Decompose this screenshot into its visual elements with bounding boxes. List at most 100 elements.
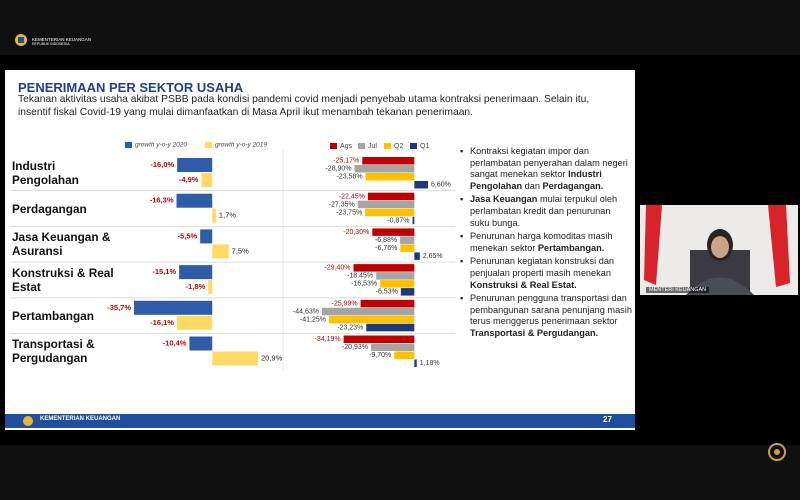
text: dan bbox=[522, 180, 543, 191]
text-bold: . bbox=[600, 180, 604, 191]
value-label: -27,35% bbox=[329, 201, 355, 208]
legend-label: Ags bbox=[340, 143, 353, 150]
video-caption: MENTERI KEUANGAN bbox=[646, 287, 710, 293]
bar bbox=[400, 244, 415, 252]
bar bbox=[179, 265, 213, 280]
text-bold: Pertambangan bbox=[537, 242, 602, 253]
video-scene bbox=[640, 205, 798, 295]
category-label: Industri Pengolahan bbox=[12, 158, 79, 187]
text: Penurunan harga komoditas masih menekan … bbox=[470, 231, 613, 253]
bar bbox=[134, 300, 213, 315]
slide-footer bbox=[5, 414, 635, 428]
legend-swatch bbox=[410, 143, 417, 149]
value-label: -20,30% bbox=[343, 229, 369, 236]
bar bbox=[414, 252, 420, 260]
bar bbox=[343, 335, 415, 343]
legend-label: growth y-o-y 2019 bbox=[215, 142, 267, 149]
category-label: Konstruksi & Real Estat bbox=[12, 265, 114, 294]
text-bold: Konstruksi & Real Estat bbox=[470, 279, 575, 290]
bullet: Penurunan kegiatan konstruksi dan penjua… bbox=[460, 256, 632, 291]
value-label: -44,63% bbox=[293, 308, 319, 315]
text: Penurunan kegiatan konstruksi dan penjua… bbox=[470, 256, 615, 278]
bullet: Jasa Keuangan mulai terpukul oleh perlam… bbox=[460, 194, 632, 229]
bar bbox=[201, 173, 213, 187]
bar bbox=[208, 280, 213, 295]
text-bold: . bbox=[601, 242, 605, 253]
bar bbox=[367, 192, 415, 201]
text-bold: Jasa Keuangan bbox=[470, 194, 538, 205]
value-label: -16,53% bbox=[351, 281, 377, 288]
value-label: -16,0% bbox=[150, 160, 174, 169]
bar bbox=[400, 288, 415, 296]
bar bbox=[366, 323, 415, 332]
bar bbox=[360, 299, 415, 308]
legend-label: Q2 bbox=[394, 143, 403, 150]
bar bbox=[212, 244, 229, 259]
logo bbox=[15, 34, 27, 46]
value-label: -41,25% bbox=[300, 316, 326, 323]
value-label: 2,65% bbox=[423, 253, 443, 260]
value-label: -15,1% bbox=[152, 267, 176, 276]
value-label: -25,99% bbox=[331, 300, 357, 307]
category-label: Jasa Keuangan & Asuransi bbox=[12, 230, 111, 259]
bar bbox=[376, 272, 415, 280]
value-label: -16,1% bbox=[150, 318, 174, 327]
bar bbox=[414, 359, 417, 367]
emblem bbox=[768, 443, 786, 461]
legend-swatch bbox=[205, 142, 212, 148]
bar bbox=[394, 351, 415, 359]
value-label: -9,70% bbox=[369, 352, 391, 359]
value-label: -20,93% bbox=[342, 344, 368, 351]
value-label: -16,3% bbox=[150, 196, 174, 205]
legend-label: Jul bbox=[368, 143, 377, 150]
text: Kontraksi kegiatan impor dan perlambatan… bbox=[470, 146, 628, 180]
value-label: -35,7% bbox=[107, 303, 131, 312]
category-label: Pertambangan bbox=[12, 308, 94, 323]
bar bbox=[357, 200, 415, 209]
value-label: -1,8% bbox=[186, 282, 206, 291]
footer-logo bbox=[23, 416, 33, 426]
category-label: Transportasi & Pergudangan bbox=[12, 337, 95, 366]
bullet-list: Kontraksi kegiatan impor dan perlambatan… bbox=[460, 146, 632, 342]
value-label: 7,5% bbox=[232, 246, 249, 255]
bar bbox=[362, 157, 415, 165]
legend-label: Q1 bbox=[420, 143, 429, 150]
value-label: 1,7% bbox=[219, 211, 236, 220]
text-bold: . bbox=[574, 279, 577, 290]
bar bbox=[371, 343, 415, 351]
value-label: -29,40% bbox=[324, 265, 350, 272]
value-label: -0,87% bbox=[387, 217, 409, 224]
text-bold: Transportasi & Pergudangan bbox=[470, 327, 596, 338]
value-label: -5,5% bbox=[178, 231, 198, 240]
bullet: Kontraksi kegiatan impor dan perlambatan… bbox=[460, 146, 632, 192]
value-label: 1,18% bbox=[420, 360, 440, 367]
bar bbox=[177, 158, 213, 172]
value-label: -22,45% bbox=[339, 193, 365, 200]
footer-text: KEMENTERIAN KEUANGAN bbox=[40, 416, 121, 422]
bar bbox=[176, 193, 213, 208]
legend-swatch bbox=[384, 143, 391, 149]
value-label: -23,23% bbox=[337, 324, 363, 331]
bar bbox=[212, 208, 216, 223]
logo-text: KEMENTERIAN KEUANGAN REPUBLIK INDONESIA bbox=[32, 37, 91, 47]
bar bbox=[322, 307, 415, 316]
bar bbox=[212, 351, 258, 366]
legend-swatch bbox=[125, 142, 132, 148]
bar bbox=[380, 280, 415, 288]
bar bbox=[176, 315, 213, 330]
bar bbox=[328, 315, 415, 324]
value-label: -23,58% bbox=[336, 174, 362, 181]
bar bbox=[412, 216, 415, 225]
bar bbox=[354, 165, 415, 173]
bar bbox=[200, 229, 213, 244]
text-bold: Industri Pengolahan bbox=[470, 169, 602, 191]
bullet: Penurunan pengguna transportasi dan pemb… bbox=[460, 293, 632, 339]
slide-title: PENERIMAAN PER SEKTOR USAHA bbox=[18, 80, 244, 95]
bar bbox=[365, 208, 415, 217]
bullet: Penurunan harga komoditas masih menekan … bbox=[460, 231, 632, 254]
value-label: -6,53% bbox=[376, 289, 398, 296]
value-label: -23,75% bbox=[336, 209, 362, 216]
text: mulai terpukul oleh perlambatan kredit d… bbox=[470, 194, 618, 228]
text-bold: . bbox=[595, 327, 599, 338]
